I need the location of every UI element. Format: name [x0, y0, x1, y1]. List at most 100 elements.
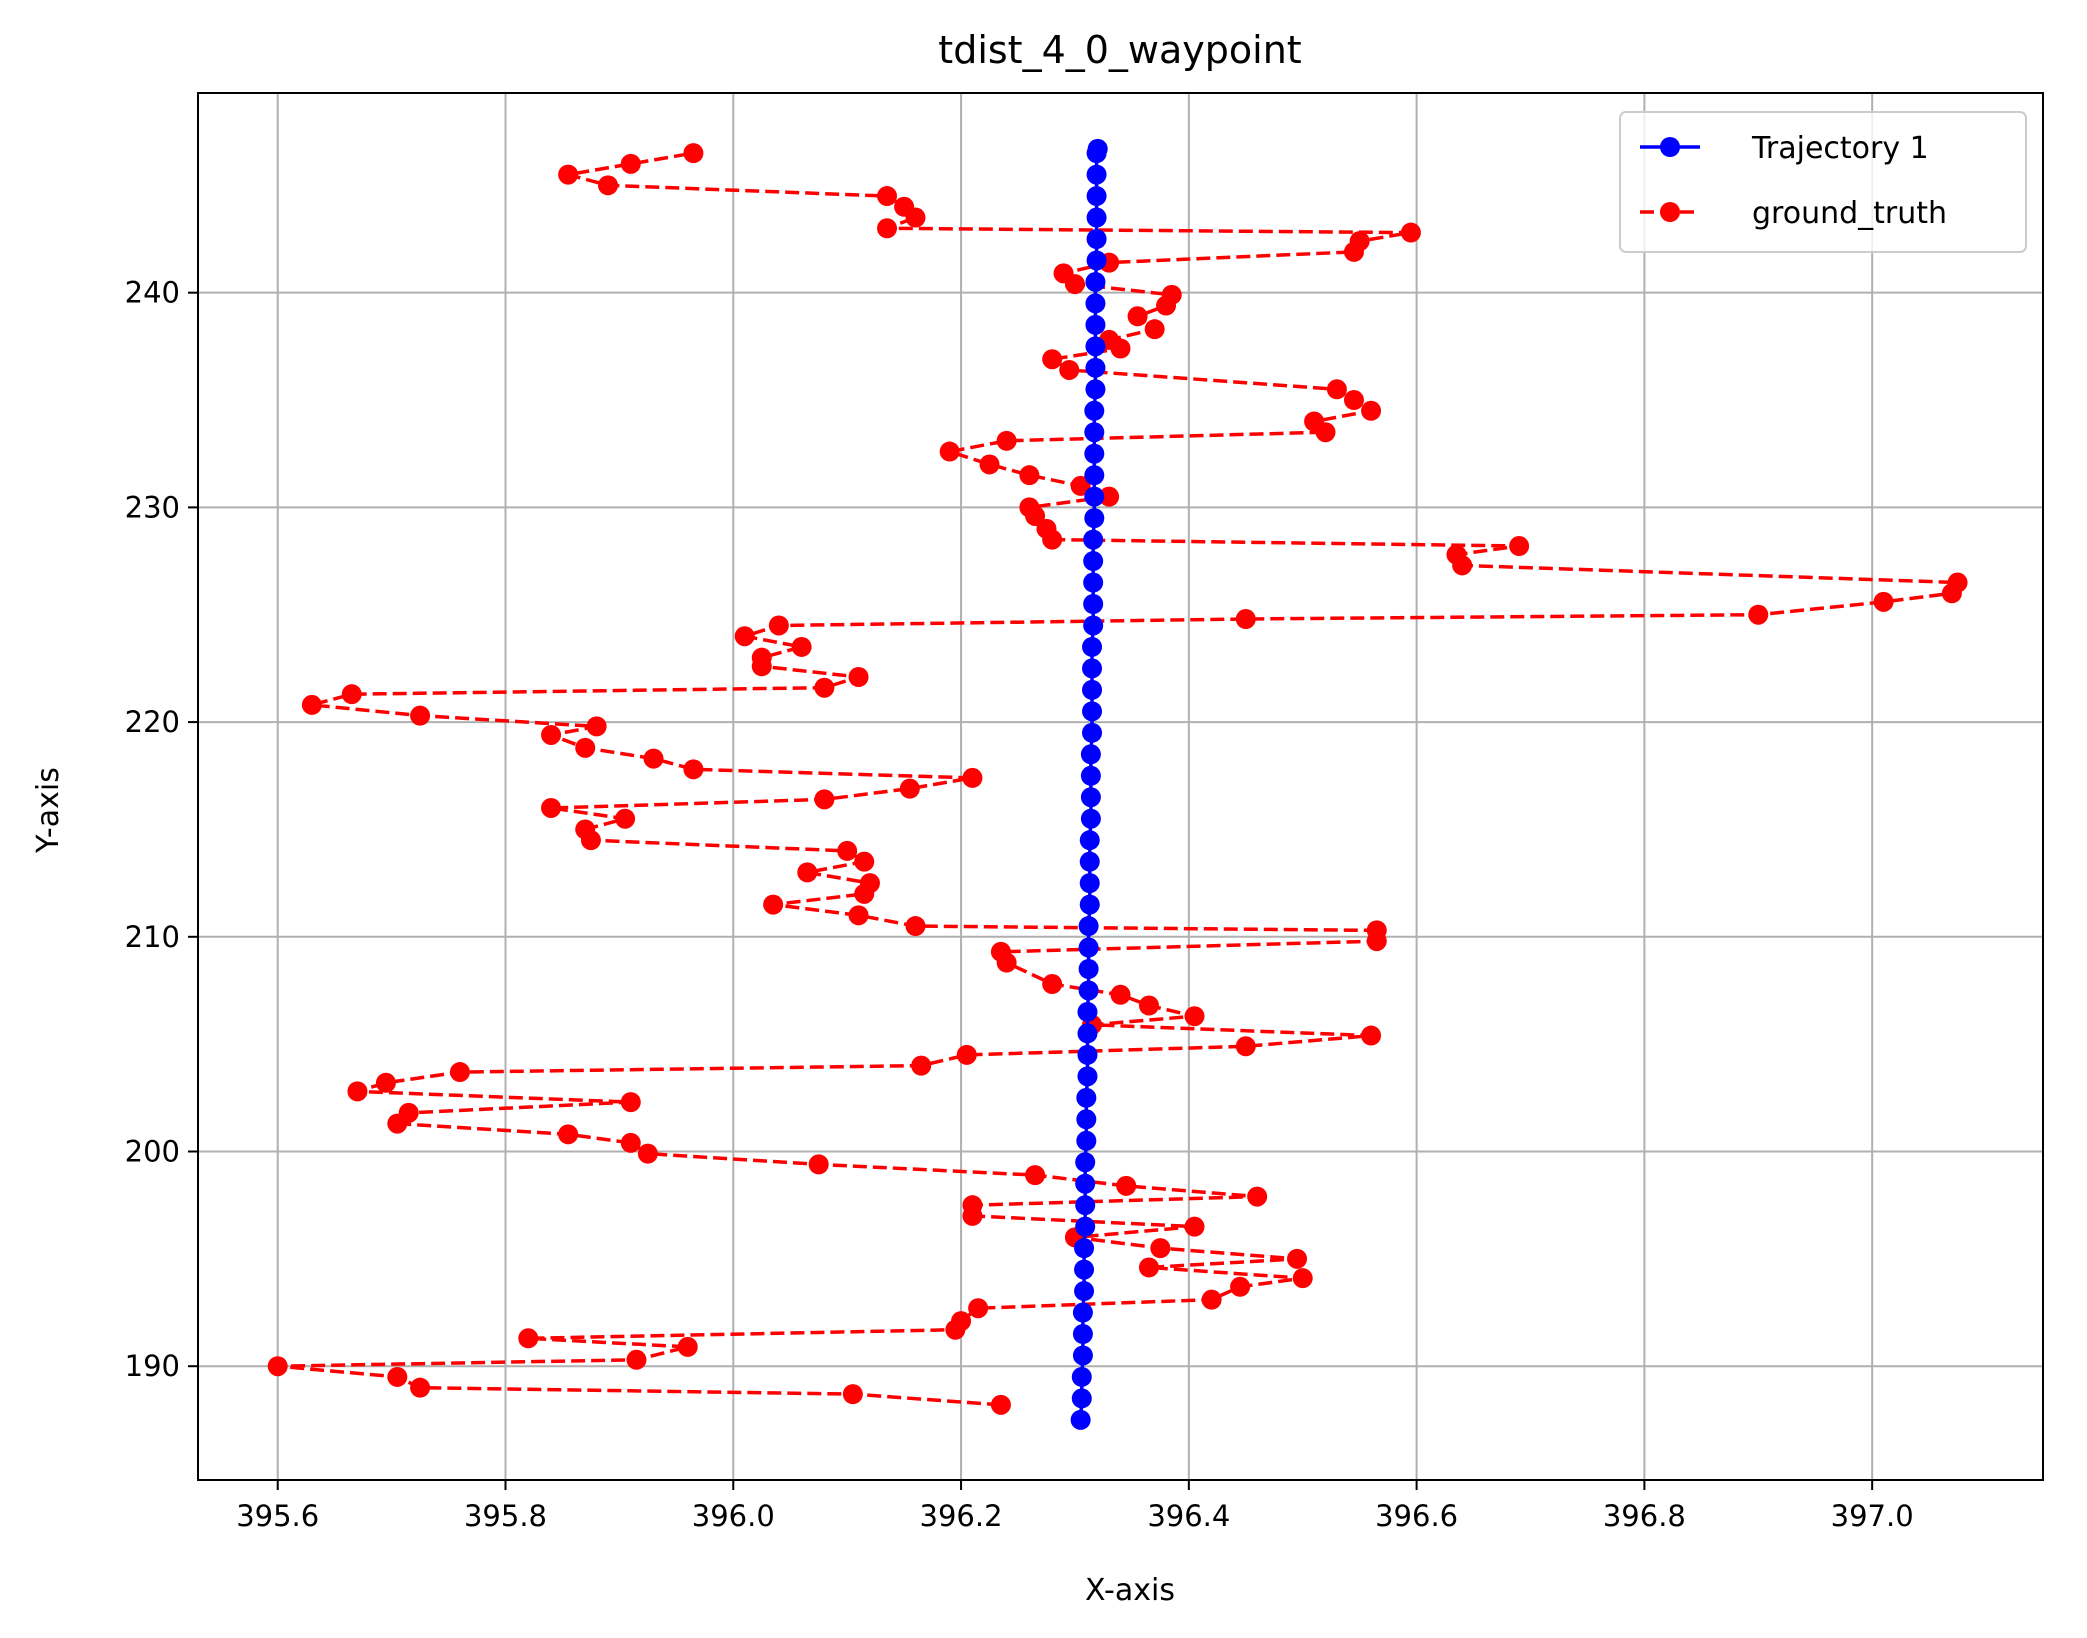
data-point-ground-truth [1138, 995, 1159, 1016]
data-point-ground-truth [899, 778, 920, 799]
data-point-trajectory-1 [1079, 873, 1100, 894]
data-point-ground-truth [1947, 572, 1968, 593]
data-point-ground-truth [1366, 920, 1387, 941]
data-point-ground-truth [637, 1143, 658, 1164]
y-tick-label: 200 [125, 1135, 180, 1169]
data-point-ground-truth [398, 1102, 419, 1123]
data-point-ground-truth [1042, 974, 1063, 995]
data-point-trajectory-1 [1082, 701, 1103, 722]
data-point-ground-truth [1110, 984, 1131, 1005]
data-point-ground-truth [1161, 284, 1182, 305]
data-point-ground-truth [877, 186, 898, 207]
data-point-ground-truth [1053, 263, 1074, 284]
data-point-ground-truth [1873, 591, 1894, 612]
data-point-ground-truth [1059, 359, 1080, 380]
data-point-trajectory-1 [1085, 271, 1106, 292]
series-line-ground-truth [275, 151, 1960, 1407]
data-point-trajectory-1 [1075, 1195, 1096, 1216]
data-point-ground-truth [558, 164, 579, 185]
data-point-trajectory-1 [1084, 508, 1105, 529]
data-point-ground-truth [1138, 1257, 1159, 1278]
data-point-ground-truth [848, 905, 869, 926]
data-point-trajectory-1 [1082, 679, 1103, 700]
data-point-ground-truth [814, 789, 835, 810]
data-point-ground-truth [763, 894, 784, 915]
data-point-trajectory-1 [1083, 594, 1104, 614]
legend-label-trajectory: Trajectory 1 [1751, 131, 1929, 166]
data-point-ground-truth [797, 862, 818, 883]
data-point-ground-truth [842, 1384, 863, 1405]
x-tick-label: 396.2 [920, 1499, 1003, 1533]
data-point-ground-truth [347, 1081, 368, 1102]
data-point-ground-truth [410, 705, 431, 726]
data-point-ground-truth [1235, 1036, 1256, 1057]
data-point-ground-truth [1287, 1248, 1308, 1269]
data-point-ground-truth [1230, 1276, 1251, 1297]
data-point-ground-truth [683, 759, 704, 780]
data-point-trajectory-1 [1086, 229, 1107, 249]
data-point-ground-truth [1326, 379, 1347, 400]
y-tick-label: 230 [125, 490, 180, 524]
legend-marker-trajectory [1660, 137, 1680, 157]
axis-ticks: 395.6 395.8 396.0 396.2 396.4 396.6 396.8 397.0… [125, 276, 1914, 1533]
data-point-trajectory-1 [1086, 250, 1107, 271]
y-tick-label: 210 [125, 920, 180, 954]
data-point-trajectory-1 [1086, 164, 1107, 185]
y-tick-label: 190 [125, 1349, 180, 1383]
x-tick-label: 397.0 [1831, 1499, 1914, 1533]
data-point-ground-truth [1099, 486, 1120, 507]
data-point-trajectory-1 [1084, 400, 1105, 421]
data-point-ground-truth [375, 1072, 396, 1093]
data-point-ground-truth [620, 153, 641, 174]
data-point-trajectory-1 [1075, 1152, 1096, 1173]
data-point-trajectory-1 [1079, 851, 1100, 872]
legend: Trajectory 1 ground_truth [1619, 111, 2027, 253]
data-point-ground-truth [854, 851, 875, 872]
data-point-ground-truth [962, 1195, 983, 1216]
data-point-trajectory-1 [1071, 1388, 1092, 1409]
data-point-trajectory-1 [1074, 1259, 1095, 1280]
data-point-ground-truth [808, 1154, 829, 1175]
data-point-trajectory-1 [1075, 1173, 1096, 1194]
data-point-trajectory-1 [1087, 138, 1108, 159]
x-tick-label: 396.6 [1375, 1499, 1458, 1533]
data-point-ground-truth [1343, 390, 1364, 411]
data-point-ground-truth [558, 1124, 579, 1145]
data-point-ground-truth [518, 1328, 539, 1349]
data-point-trajectory-1 [1082, 658, 1103, 679]
y-tick-label: 240 [125, 276, 180, 310]
legend-box [1619, 111, 2027, 253]
data-point-ground-truth [1509, 536, 1530, 557]
data-point-trajectory-1 [1084, 465, 1105, 486]
data-point-trajectory-1 [1080, 808, 1101, 829]
data-point-ground-truth [1400, 222, 1421, 243]
data-point-trajectory-1 [1074, 1281, 1095, 1302]
data-point-ground-truth [894, 196, 915, 217]
data-point-trajectory-1 [1085, 336, 1106, 357]
data-point-ground-truth [1025, 1165, 1046, 1186]
data-point-ground-truth [620, 1132, 641, 1153]
data-point-ground-truth [1201, 1289, 1222, 1310]
data-point-ground-truth [643, 748, 664, 769]
data-point-ground-truth [1019, 497, 1040, 518]
x-tick-label: 395.6 [236, 1499, 319, 1533]
data-point-ground-truth [410, 1377, 431, 1398]
data-point-ground-truth [905, 916, 926, 937]
data-point-ground-truth [615, 808, 636, 829]
data-point-trajectory-1 [1083, 572, 1104, 593]
y-axis-label: Y-axis [31, 767, 66, 854]
data-point-ground-truth [598, 175, 618, 196]
data-point-trajectory-1 [1085, 293, 1106, 314]
data-point-trajectory-1 [1082, 722, 1103, 743]
data-point-trajectory-1 [1086, 207, 1107, 228]
data-point-trajectory-1 [1079, 830, 1100, 851]
data-point-ground-truth [267, 1356, 288, 1377]
data-point-ground-truth [734, 626, 755, 647]
data-point-trajectory-1 [1078, 916, 1099, 937]
data-point-trajectory-1 [1086, 186, 1107, 207]
data-point-ground-truth [1349, 231, 1370, 252]
data-point-ground-truth [1127, 306, 1148, 327]
data-point-ground-truth [939, 441, 960, 462]
data-point-ground-truth [626, 1349, 647, 1370]
